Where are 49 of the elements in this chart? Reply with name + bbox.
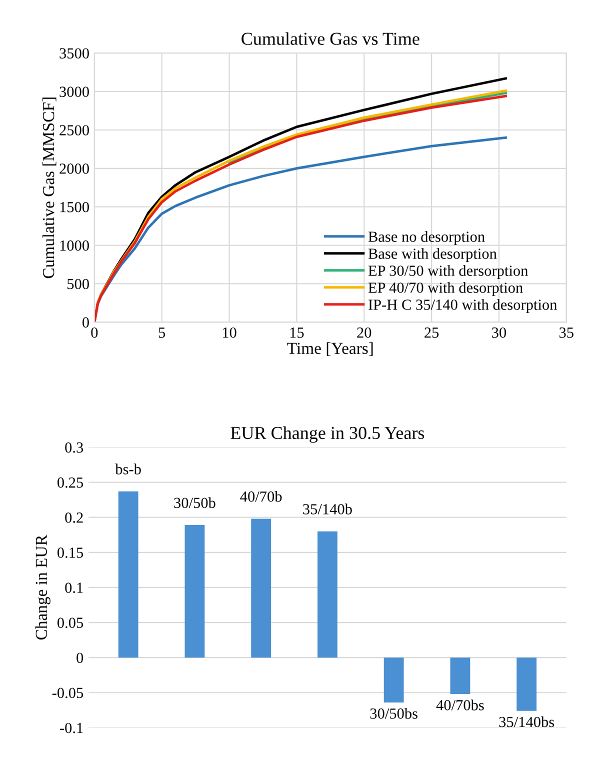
x-tick-label: 30 xyxy=(492,327,506,338)
y-tick-label: 1500 xyxy=(60,202,89,212)
y-tick-label: 3500 xyxy=(60,48,89,59)
x-tick-label: 25 xyxy=(424,327,439,338)
y-tick-label: -0.1 xyxy=(60,722,83,734)
x-tick-label: 35/140bs xyxy=(499,716,554,728)
y-tick-label: 0.25 xyxy=(57,477,84,488)
x-tick-label: 30/50b xyxy=(174,497,216,508)
x-tick-label: 35/140b xyxy=(303,504,352,514)
y-tick-label: 0.1 xyxy=(65,582,83,593)
y-tick-label: 0 xyxy=(76,652,84,664)
y-tick-label: 2000 xyxy=(60,164,89,174)
x-tick-label: 0 xyxy=(91,327,98,338)
y-tick-label: 3000 xyxy=(60,86,89,97)
legend-label: EP 30/50 with dersorption xyxy=(368,265,528,279)
y-tick-label: 0.05 xyxy=(57,618,84,628)
bar xyxy=(118,491,138,658)
bar xyxy=(450,658,470,694)
x-tick-label: 15 xyxy=(290,328,304,338)
x-tick-label: 30/50bs xyxy=(370,708,418,719)
bar xyxy=(251,518,272,658)
legend-label: Base with desorption xyxy=(368,248,497,262)
x-tick-label: bs-b xyxy=(115,464,141,474)
x-tick-label: 40/70b xyxy=(240,490,282,502)
chart-title: Cumulative Gas vs Time xyxy=(242,32,420,45)
y-tick-label: 0.3 xyxy=(65,442,84,453)
y-tick-label: 0 xyxy=(82,317,89,328)
x-tick-label: 35 xyxy=(559,327,574,338)
x-tick-label: 20 xyxy=(357,327,372,338)
legend-label: IP-H C 35/140 with desorption xyxy=(368,299,558,313)
bar xyxy=(516,658,537,711)
legend-label: EP 40/70 with desorption xyxy=(368,282,523,296)
bar xyxy=(184,525,205,658)
y-tick-label: 2500 xyxy=(60,125,89,136)
x-tick-label: 40/70bs xyxy=(436,700,484,710)
x-tick-label: 5 xyxy=(158,328,166,338)
y-tick-label: 500 xyxy=(68,278,89,290)
y-axis-title: Change in EUR xyxy=(35,534,50,640)
x-axis-title: Time [Years] xyxy=(287,342,373,356)
y-tick-label: 0.2 xyxy=(65,512,83,523)
x-tick-label: 10 xyxy=(222,327,236,338)
y-axis-title: Cumulative Gas [MMSCF] xyxy=(42,98,56,278)
y-tick-label: 0.15 xyxy=(57,548,84,558)
bar xyxy=(317,531,338,658)
y-tick-label: 1000 xyxy=(60,240,89,251)
y-tick-label: -0.05 xyxy=(52,688,84,698)
chart-title: EUR Change in 30.5 Years xyxy=(230,426,424,443)
legend-label: Base no desorption xyxy=(368,231,485,245)
bar xyxy=(384,658,404,702)
